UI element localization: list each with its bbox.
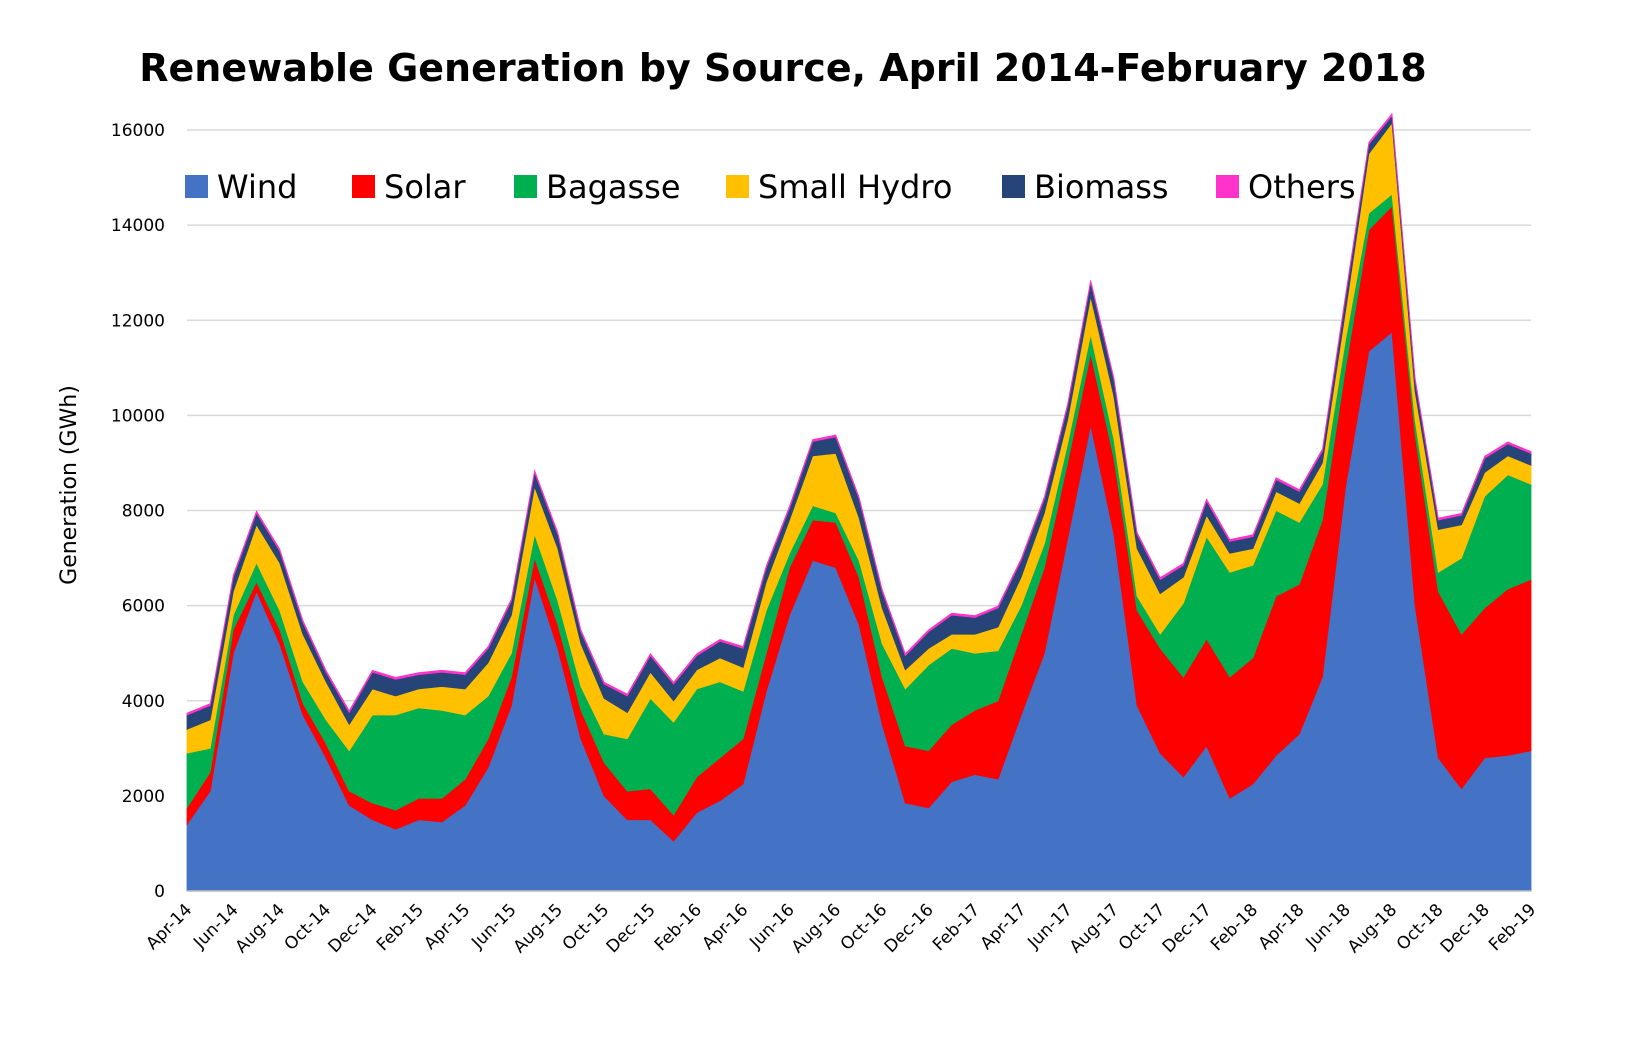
legend-item-solar: Solar [352,168,466,206]
x-tick-label: Feb-18 [1207,900,1262,955]
x-tick-label: Feb-19 [1485,900,1540,955]
y-tick-label: 16000 [111,121,165,141]
x-tick-label: Dec-14 [325,900,382,957]
x-tick-label: Dec-18 [1437,900,1494,957]
x-tick-label: Aug-17 [1066,900,1123,957]
x-tick-label: Dec-15 [603,900,660,957]
y-tick-label: 0 [154,882,165,902]
x-tick-label: Apr-17 [977,900,1031,954]
legend-swatch [1002,175,1025,198]
x-tick-label: Aug-14 [232,900,289,957]
y-tick-label: 6000 [122,597,165,617]
x-tick-label: Feb-16 [651,900,706,955]
x-tick-label: Dec-16 [881,900,938,957]
legend-item-biomass: Biomass [1002,168,1169,206]
area-others [186,112,1532,716]
legend-swatch [514,175,537,198]
legend-item-small-hydro: Small Hydro [726,168,952,206]
legend-label: Biomass [1034,168,1169,206]
y-tick-label: 12000 [111,311,165,331]
legend: Wind Solar Bagasse Small Hydro Biomass Others [185,168,1356,206]
chart-title: Renewable Generation by Source, April 20… [139,46,1427,90]
x-tick-label: Apr-18 [1255,900,1309,954]
x-tick-label: Aug-15 [510,900,567,957]
y-tick-label: 10000 [111,406,165,426]
y-tick-label: 8000 [122,502,165,522]
y-tick-label: 4000 [122,692,165,712]
legend-label: Wind [217,168,297,206]
legend-item-others: Others [1216,168,1356,206]
legend-label: Solar [384,168,466,206]
x-tick-label: Apr-16 [699,900,753,954]
y-tick-label: 2000 [122,787,165,807]
x-tick-label: Apr-15 [420,900,474,954]
x-tick-label: Dec-17 [1159,900,1216,957]
x-tick-label: Feb-17 [929,900,984,955]
area-series [186,112,1532,892]
legend-swatch [1216,175,1239,198]
y-axis-label: Generation (GWh) [57,385,82,585]
legend-swatch [726,175,749,198]
legend-swatch [185,175,208,198]
x-tick-label: Feb-15 [373,900,428,955]
legend-swatch [352,175,375,198]
x-tick-label: Aug-16 [788,900,845,957]
y-tick-label: 14000 [111,216,165,236]
x-tick-label: Aug-18 [1344,900,1401,957]
legend-label: Bagasse [546,168,681,206]
y-axis-ticks: 0 2000 4000 6000 8000 10000 12000 14000 16000 [111,121,165,902]
legend-label: Others [1248,168,1356,206]
x-axis-ticks: Apr-14Jun-14Aug-14Oct-14Dec-14Feb-15Apr-… [142,900,1540,957]
legend-item-bagasse: Bagasse [514,168,681,206]
legend-item-wind: Wind [185,168,297,206]
x-tick-label: Apr-14 [142,900,196,954]
legend-label: Small Hydro [758,168,952,206]
